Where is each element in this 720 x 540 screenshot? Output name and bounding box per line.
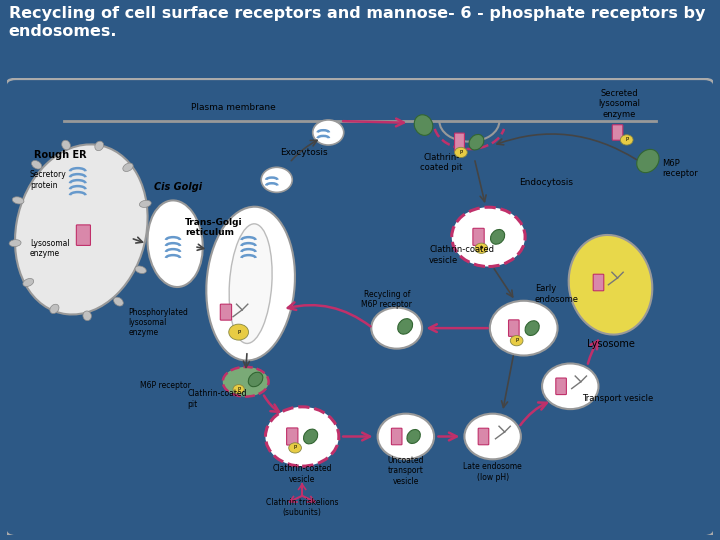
- Text: Plasma membrane: Plasma membrane: [191, 104, 275, 112]
- Ellipse shape: [569, 235, 652, 335]
- Ellipse shape: [248, 372, 263, 387]
- Ellipse shape: [148, 200, 203, 287]
- FancyBboxPatch shape: [287, 428, 298, 445]
- Circle shape: [233, 384, 244, 394]
- Text: Rough ER: Rough ER: [34, 150, 86, 160]
- Text: P: P: [625, 137, 629, 143]
- Text: P: P: [237, 387, 240, 392]
- Ellipse shape: [397, 319, 413, 334]
- Ellipse shape: [304, 429, 318, 444]
- FancyBboxPatch shape: [473, 228, 484, 245]
- Circle shape: [510, 335, 523, 346]
- Ellipse shape: [229, 224, 272, 343]
- FancyBboxPatch shape: [478, 428, 489, 445]
- Text: Trans-Golgi
reticulum: Trans-Golgi reticulum: [185, 218, 243, 238]
- Text: Phosphorylated
lysosomal
enzyme: Phosphorylated lysosomal enzyme: [129, 307, 189, 338]
- Text: P: P: [515, 338, 518, 343]
- Text: Clathrin-coated
pit: Clathrin-coated pit: [187, 389, 247, 409]
- Ellipse shape: [83, 311, 91, 321]
- Ellipse shape: [114, 297, 123, 306]
- Text: Transport vesicle: Transport vesicle: [582, 394, 653, 403]
- Text: Lysosomal
enzyme: Lysosomal enzyme: [30, 239, 69, 258]
- Ellipse shape: [490, 230, 505, 244]
- Circle shape: [621, 135, 633, 145]
- Ellipse shape: [525, 321, 539, 335]
- Ellipse shape: [95, 141, 104, 151]
- Text: P: P: [480, 246, 483, 251]
- Ellipse shape: [469, 134, 484, 150]
- Circle shape: [261, 167, 292, 192]
- Circle shape: [475, 243, 487, 253]
- Circle shape: [454, 147, 467, 158]
- Circle shape: [289, 443, 302, 453]
- Text: Recycling of
M6P receptor: Recycling of M6P receptor: [361, 290, 413, 309]
- FancyBboxPatch shape: [612, 125, 623, 140]
- Text: Clathrin-coated
vesicle: Clathrin-coated vesicle: [272, 464, 332, 484]
- Text: M6P receptor: M6P receptor: [140, 381, 191, 390]
- Text: Uncoated
transport
vesicle: Uncoated transport vesicle: [387, 456, 424, 485]
- Ellipse shape: [207, 207, 295, 361]
- Circle shape: [490, 301, 557, 355]
- Ellipse shape: [140, 200, 151, 207]
- Text: P: P: [294, 446, 297, 450]
- FancyBboxPatch shape: [220, 304, 232, 320]
- Circle shape: [266, 407, 339, 466]
- Text: P: P: [459, 150, 462, 155]
- Text: M6P
receptor: M6P receptor: [662, 159, 698, 178]
- Text: Exocytosis: Exocytosis: [280, 148, 328, 157]
- Circle shape: [372, 308, 422, 349]
- Ellipse shape: [50, 304, 59, 314]
- FancyBboxPatch shape: [454, 133, 464, 151]
- Text: Clathrin triskelions
(subunits): Clathrin triskelions (subunits): [266, 498, 338, 517]
- Text: Recycling of cell surface receptors and mannose- 6 - phosphate receptors by
endo: Recycling of cell surface receptors and …: [9, 6, 705, 39]
- Ellipse shape: [15, 144, 148, 314]
- Ellipse shape: [62, 140, 71, 150]
- FancyBboxPatch shape: [76, 225, 91, 245]
- Text: P: P: [237, 329, 240, 335]
- Text: Clathrin-
coated pit: Clathrin- coated pit: [420, 153, 462, 172]
- Text: Early
endosome: Early endosome: [535, 284, 579, 303]
- Text: Late endosome
(low pH): Late endosome (low pH): [463, 462, 522, 482]
- Ellipse shape: [636, 150, 659, 173]
- Circle shape: [229, 324, 248, 340]
- FancyBboxPatch shape: [392, 428, 402, 445]
- FancyBboxPatch shape: [556, 378, 567, 395]
- Text: Lysosome: Lysosome: [587, 339, 634, 348]
- Ellipse shape: [135, 266, 146, 273]
- Text: Secreted
lysosomal
enzyme: Secreted lysosomal enzyme: [598, 89, 641, 119]
- Ellipse shape: [32, 160, 42, 169]
- Circle shape: [542, 363, 598, 409]
- Circle shape: [451, 207, 525, 267]
- FancyBboxPatch shape: [508, 320, 519, 336]
- Text: Cis Golgi: Cis Golgi: [154, 181, 202, 192]
- Ellipse shape: [407, 429, 420, 443]
- FancyBboxPatch shape: [593, 274, 604, 291]
- Text: Secretory
protein: Secretory protein: [30, 170, 66, 190]
- Text: Endocytosis: Endocytosis: [518, 178, 572, 187]
- Ellipse shape: [414, 115, 433, 136]
- Ellipse shape: [23, 279, 34, 287]
- Ellipse shape: [9, 240, 21, 247]
- Text: Clathrin-coated
vesicle: Clathrin-coated vesicle: [429, 245, 494, 265]
- Circle shape: [377, 414, 434, 460]
- Ellipse shape: [12, 197, 24, 204]
- Circle shape: [464, 414, 521, 460]
- Circle shape: [312, 120, 343, 145]
- Ellipse shape: [123, 163, 133, 172]
- Ellipse shape: [222, 367, 269, 396]
